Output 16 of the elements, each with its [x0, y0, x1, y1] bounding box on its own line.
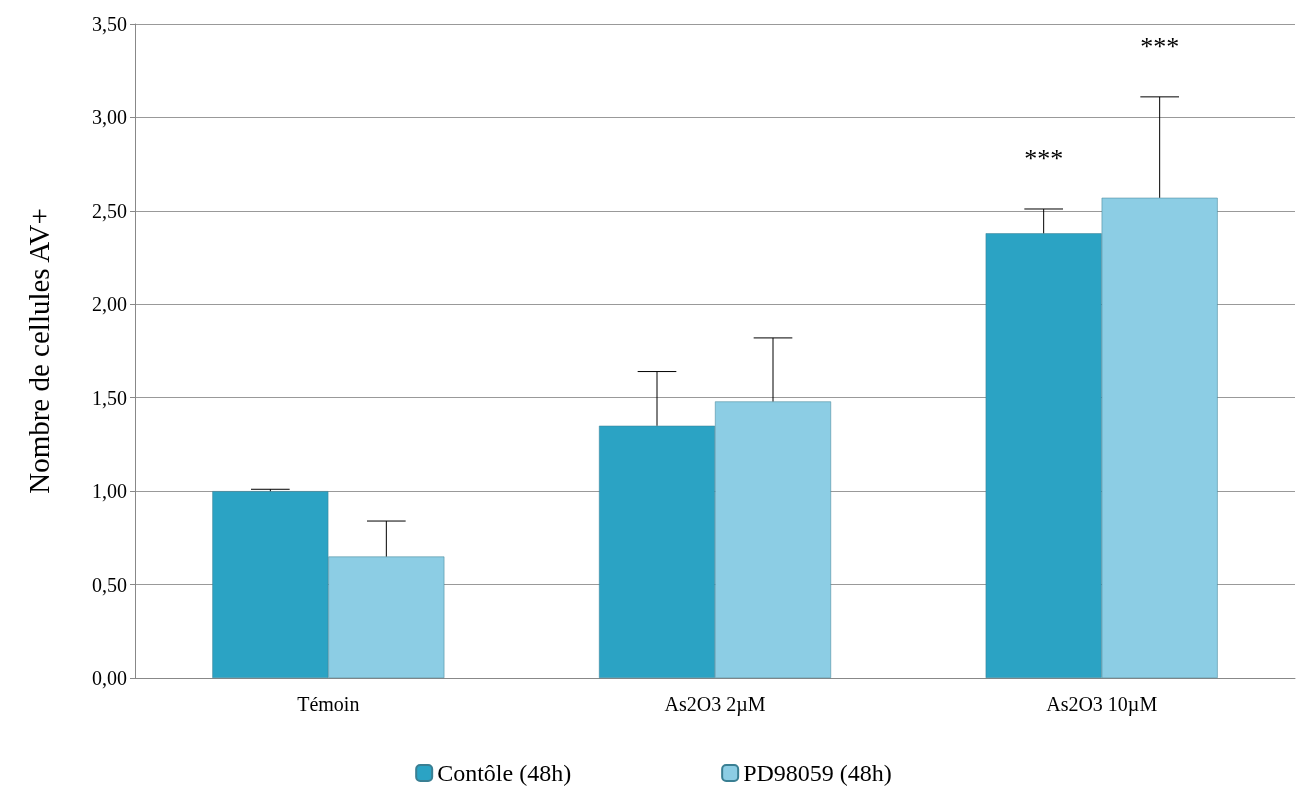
y-tick-label: 1,00: [92, 480, 127, 503]
y-axis-title: Nombre de cellules AV+: [22, 208, 55, 494]
annotation: ***: [1024, 144, 1064, 174]
annotation: ***: [1140, 32, 1180, 62]
x-tick-label: As2O3 2µM: [664, 693, 766, 716]
y-tick-label: 1,50: [92, 386, 127, 409]
legend-label: Contôle (48h): [437, 760, 572, 786]
y-tick-label: 3,50: [92, 13, 127, 35]
y-tick-label: 0,50: [92, 573, 127, 596]
x-tick-label: Témoin: [297, 693, 360, 715]
y-tick-label: 3,00: [92, 106, 127, 129]
x-tick-label: As2O3 10µM: [1046, 693, 1158, 716]
y-tick-label: 0,00: [92, 667, 127, 689]
y-tick-label: 2,00: [92, 293, 127, 316]
y-tick-label: 2,50: [92, 199, 127, 222]
legend-label: PD98059 (48h): [743, 760, 892, 786]
